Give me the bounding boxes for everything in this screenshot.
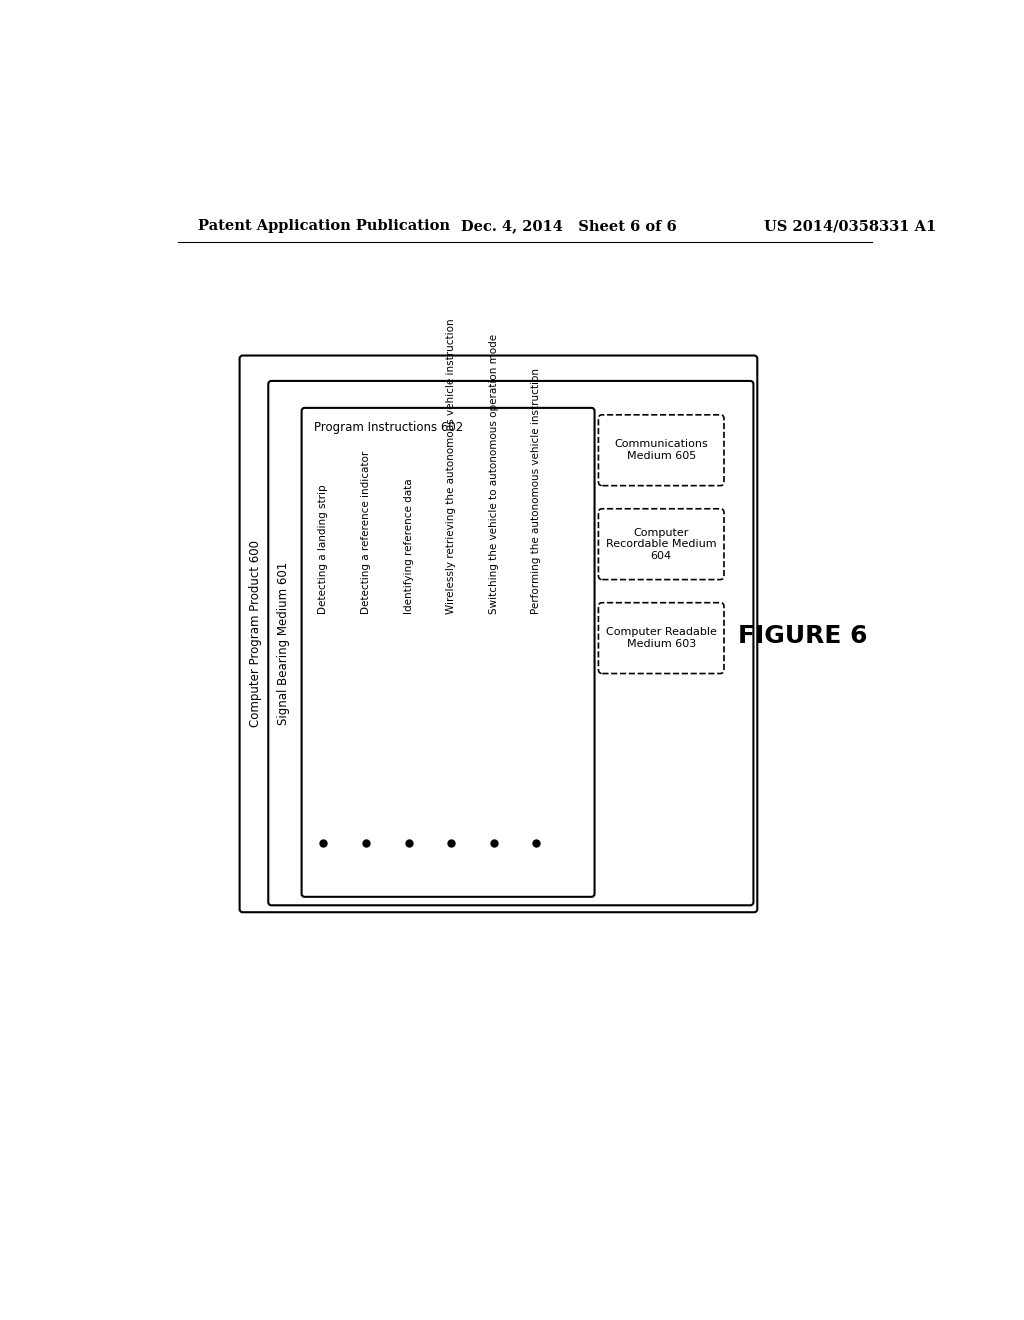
Text: Detecting a reference indicator: Detecting a reference indicator [360,450,371,614]
Text: US 2014/0358331 A1: US 2014/0358331 A1 [764,219,936,234]
FancyBboxPatch shape [240,355,758,912]
Text: Identifying reference data: Identifying reference data [403,478,414,614]
FancyBboxPatch shape [598,603,724,673]
Text: Computer Readable
Medium 603: Computer Readable Medium 603 [606,627,717,649]
FancyBboxPatch shape [598,414,724,486]
Text: Dec. 4, 2014   Sheet 6 of 6: Dec. 4, 2014 Sheet 6 of 6 [461,219,677,234]
Text: Communications
Medium 605: Communications Medium 605 [614,440,708,461]
Text: Patent Application Publication: Patent Application Publication [198,219,450,234]
Text: Program Instructions 602: Program Instructions 602 [314,421,463,434]
FancyBboxPatch shape [268,381,754,906]
FancyBboxPatch shape [598,508,724,579]
Text: Computer
Recordable Medium
604: Computer Recordable Medium 604 [606,528,717,561]
Text: Performing the autonomous vehicle instruction: Performing the autonomous vehicle instru… [531,368,542,614]
Text: Signal Bearing Medium 601: Signal Bearing Medium 601 [278,561,290,725]
Text: Switching the vehicle to autonomous operation mode: Switching the vehicle to autonomous oper… [488,334,499,614]
Text: Computer Program Product 600: Computer Program Product 600 [249,540,261,727]
Text: Detecting a landing strip: Detecting a landing strip [318,484,329,614]
Text: FIGURE 6: FIGURE 6 [737,624,867,648]
Text: Wirelessly retrieving the autonomous vehicle instruction: Wirelessly retrieving the autonomous veh… [446,318,456,614]
FancyBboxPatch shape [302,408,595,896]
